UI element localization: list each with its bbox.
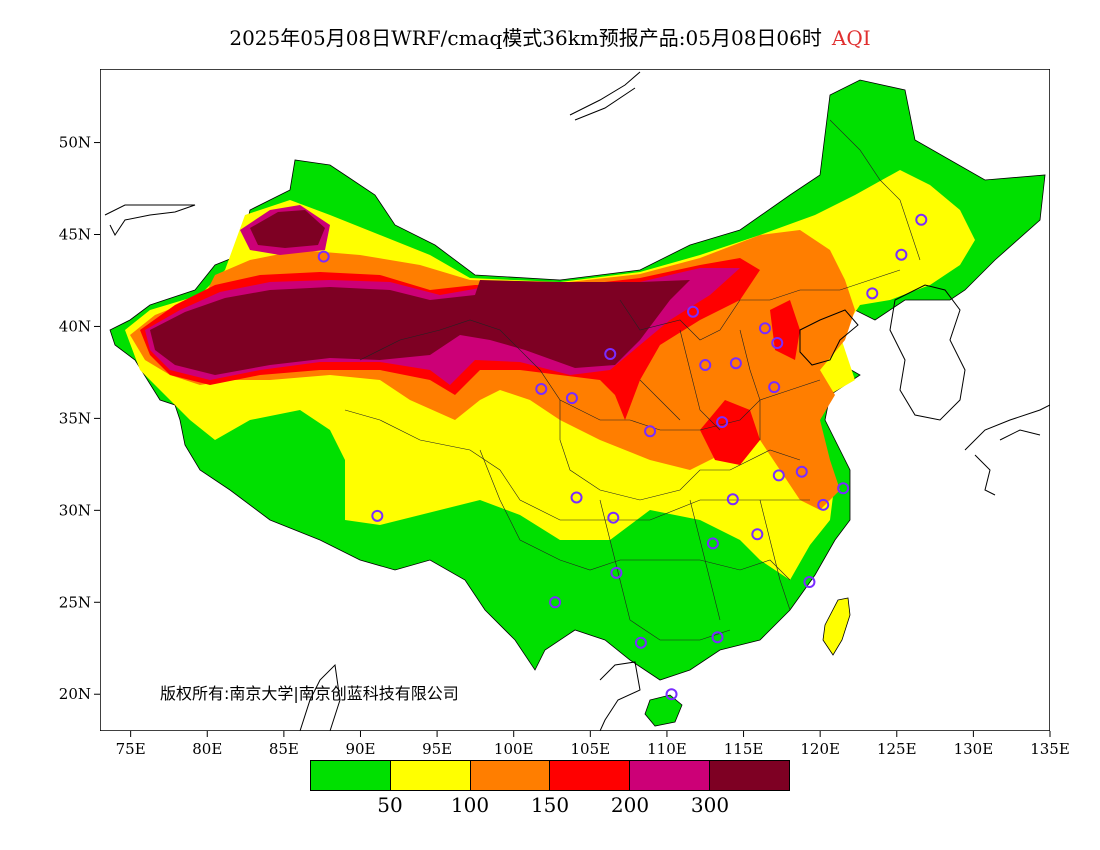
station-marker xyxy=(803,576,816,589)
station-marker xyxy=(610,566,623,579)
indochina-coastline xyxy=(299,661,641,731)
legend-swatch xyxy=(390,761,471,790)
station-marker xyxy=(895,248,908,261)
legend-label: 150 xyxy=(530,793,570,817)
aqi-zone-unhealthy-east xyxy=(700,400,760,465)
station-marker xyxy=(535,382,548,395)
lon-tick-label: 115E xyxy=(724,740,764,758)
station-marker xyxy=(604,348,617,361)
station-marker xyxy=(795,465,808,478)
lat-tick-label: 30N xyxy=(59,501,91,519)
lat-tick-label: 25N xyxy=(59,593,91,611)
lon-tick-label: 130E xyxy=(954,740,994,758)
lake-baikal-coastline xyxy=(569,71,641,121)
station-marker xyxy=(634,636,647,649)
aqi-colorbar xyxy=(310,760,790,791)
lon-tick-label: 110E xyxy=(647,740,687,758)
legend-label: 300 xyxy=(690,793,730,817)
station-marker xyxy=(699,359,712,372)
lat-tick-label: 45N xyxy=(59,226,91,244)
station-marker xyxy=(768,381,781,394)
legend-swatch xyxy=(550,761,631,790)
lon-tick-label: 120E xyxy=(800,740,840,758)
station-marker xyxy=(371,509,384,522)
station-marker xyxy=(729,357,742,370)
lat-tick-label: 40N xyxy=(59,317,91,335)
title-main: 2025年05月08日WRF/cmaq模式36km预报产品:05月08日06时 xyxy=(229,26,822,50)
hainan-island xyxy=(644,694,683,727)
station-marker xyxy=(549,596,562,609)
station-marker xyxy=(716,416,729,429)
legend-swatch xyxy=(470,761,551,790)
lon-tick-label: 135E xyxy=(1030,740,1070,758)
station-marker xyxy=(706,537,719,550)
lon-tick-label: 90E xyxy=(345,740,375,758)
station-marker xyxy=(607,511,620,524)
aqi-zone-hazardous xyxy=(150,280,690,375)
station-marker xyxy=(726,493,739,506)
station-marker xyxy=(565,392,578,405)
legend-swatch xyxy=(311,761,391,790)
legend-label: 100 xyxy=(450,793,490,817)
lon-tick-label: 75E xyxy=(116,740,146,758)
station-marker xyxy=(711,631,724,644)
aqi-zone-hazardous-nw xyxy=(250,210,325,248)
station-marker xyxy=(665,688,678,701)
station-marker xyxy=(817,498,830,511)
station-marker xyxy=(915,213,928,226)
station-marker xyxy=(759,322,771,335)
station-marker xyxy=(751,528,764,541)
lon-tick-label: 80E xyxy=(192,740,222,758)
map-title: 2025年05月08日WRF/cmaq模式36km预报产品:05月08日06时 A… xyxy=(0,22,1100,51)
legend-swatch xyxy=(630,761,711,790)
title-variable: AQI xyxy=(831,26,871,50)
station-marker xyxy=(866,287,879,300)
longitude-axis: 75E 80E 85E 90E 95E 100E 105E 110E 115E 120E 125E 1… xyxy=(116,731,1070,758)
aqi-field xyxy=(100,69,1050,731)
bohai-coastline xyxy=(799,309,859,366)
lat-tick-label: 50N xyxy=(59,134,91,152)
legend-label: 200 xyxy=(610,793,650,817)
korea-coastline xyxy=(889,284,966,421)
lon-tick-label: 105E xyxy=(571,740,611,758)
station-marker xyxy=(772,469,785,482)
lat-tick-label: 20N xyxy=(59,685,91,703)
taiwan-island xyxy=(822,597,851,656)
legend-swatch xyxy=(710,761,789,790)
lon-tick-label: 95E xyxy=(422,740,452,758)
station-marker xyxy=(771,336,784,349)
station-markers xyxy=(317,213,928,701)
japan-coastline xyxy=(964,404,1050,496)
legend-label: 50 xyxy=(377,793,403,817)
station-marker xyxy=(644,425,657,438)
station-marker xyxy=(837,482,850,495)
aqi-zone-unhealthy-north xyxy=(770,300,800,360)
lat-tick-label: 35N xyxy=(59,409,91,427)
latitude-axis: 50N 45N 40N 35N 30N 25N 20N xyxy=(59,134,100,703)
copyright-notice: 版权所有:南京大学|南京创蓝科技有限公司 xyxy=(160,684,459,703)
caspian-coastline xyxy=(104,204,196,236)
lon-tick-label: 100E xyxy=(494,740,534,758)
station-marker xyxy=(317,250,330,263)
lon-tick-label: 85E xyxy=(269,740,299,758)
lon-tick-label: 125E xyxy=(877,740,917,758)
station-marker xyxy=(686,305,699,318)
station-marker xyxy=(570,491,583,504)
province-boundaries xyxy=(344,119,921,641)
